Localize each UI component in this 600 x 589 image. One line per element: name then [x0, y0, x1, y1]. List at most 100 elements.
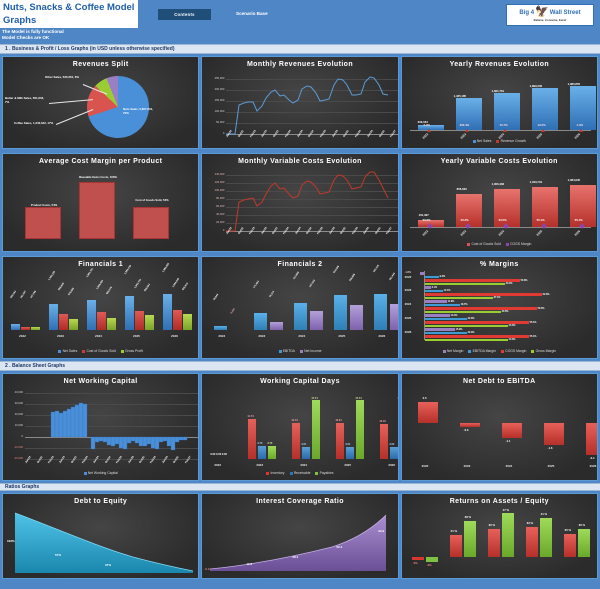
- dl-pm-ebitda-2023: 12.1%: [443, 289, 451, 292]
- dl-f1-cogs-2022: 161,397: [19, 290, 27, 299]
- dl-dte-2024: 37%: [105, 563, 112, 567]
- chart-panel-monthly-revenues[interactable]: Monthly Revenues Evolution 250,000 200,0…: [201, 56, 399, 149]
- dl-f2-ebitda-2024: 312,889: [292, 271, 301, 280]
- chart-panel-monthly-variable-costs[interactable]: Monthly Variable Costs Evolution 140,000…: [201, 153, 399, 252]
- chart-title-net-working-capital: Net Working Capital: [63, 378, 138, 385]
- bar-f1-gp-2023: [69, 319, 78, 330]
- chart-panel-net-working-capital[interactable]: Net Working Capital 40,000 30,000 20,000…: [2, 373, 200, 481]
- xtick-yvc-2024: 2024: [497, 229, 505, 237]
- chart-panel-net-debt-to-ebitda[interactable]: Net Debt to EBITDA 2.5 -0.3 -1.1 -1.6 -2…: [400, 373, 598, 481]
- dl-wcd-pay-2026: 17.72: [397, 397, 398, 400]
- bar-wcd-pay-2024: [312, 400, 321, 459]
- plot-monthly-variable-costs: 140,000 120,000 100,000 80,000 60,000 40…: [202, 165, 398, 247]
- chart-panel-pct-margins[interactable]: % Margins 2022 -1.8% 9.3% 50.6% 43.4% 20…: [400, 256, 598, 359]
- ytick-nwc-20k: 20,000: [14, 413, 23, 416]
- ytick-mvc-1: 20,000: [216, 221, 225, 224]
- bar-pm-gross-2024: [424, 310, 501, 314]
- bar-f2-ebitda-2023: [254, 313, 268, 330]
- chart-title-working-capital-days: Working Capital Days: [260, 378, 340, 385]
- dl-wcd-2022-all: 0.00 0.00 0.00: [210, 453, 227, 456]
- dl-wcd-inv-2026: 10.40: [379, 420, 386, 423]
- pie-label-coffee: Coffee Sales, 1,340,642, 17%: [14, 121, 54, 125]
- dl-roa-2022: -2%: [412, 561, 418, 565]
- xtick-f2-2025: 2025: [338, 334, 346, 338]
- marker-growth-2026: [578, 129, 583, 132]
- dl-f1-gp-2025: 855,502: [143, 283, 151, 292]
- xtick-f1-2026: 2026: [171, 334, 178, 338]
- bar-pm-gross-2026: [424, 338, 508, 342]
- contents-button[interactable]: Contents: [158, 9, 211, 20]
- chart-title-debt-to-equity: Debt to Equity: [74, 498, 128, 505]
- legend-item-cogs-margin-pm: COGS Margin: [500, 349, 526, 353]
- datalabel-yvc-2026: 1,084,945: [567, 178, 581, 182]
- logo-right-text: Wall Street: [549, 9, 581, 16]
- dl-icr-2024: 28.4: [292, 555, 299, 559]
- bar-nde-2025: [543, 423, 564, 445]
- datalabel-yr-2026: 1,980,855: [567, 82, 581, 86]
- pie-label-nuts: Nuts Sales, 5,607,001, 70%: [123, 107, 154, 115]
- bar-yr-2024: [493, 93, 520, 130]
- dl-wcd-rec-2023: 3.70: [257, 442, 263, 445]
- bar-pm-net-2024: [424, 300, 447, 303]
- bar-yvc-2024: [493, 189, 520, 227]
- ytick-pm-2022: 2022: [404, 275, 412, 279]
- chart-panel-financials-2[interactable]: Financials 2 28,644 -5,669 171,902 44,11…: [201, 256, 399, 359]
- cogsmargin-2025: 55.1%: [536, 218, 545, 222]
- chart-panel-working-capital-days[interactable]: Working Capital Days 0.00 0.00 0.00 11.7…: [201, 373, 399, 481]
- logo-left-text: Big 4: [519, 9, 535, 16]
- bar-roe-2023: [463, 521, 476, 557]
- bar-yr-2022: [417, 125, 444, 130]
- dl-wcd-rec-2026: 3.62: [389, 443, 395, 446]
- bar-f2-ebitda-2022: [214, 326, 228, 330]
- bar-f1-cogs-2025: [135, 311, 144, 330]
- dl-f2-ebitda-2022: 28,644: [212, 293, 220, 301]
- area-series-interest-coverage: [210, 514, 387, 571]
- bar-pm-net-2026: [424, 328, 455, 331]
- page-title: Nuts, Snacks & Coffee Model: [3, 2, 135, 13]
- chart-title-pct-margins: % Margins: [480, 261, 519, 268]
- dl-roa-2026: 25 %: [564, 528, 572, 532]
- bar-product-costs: [25, 207, 61, 239]
- chart-panel-interest-coverage-ratio[interactable]: Interest Coverage Ratio -0.9 12.8 28.4 5…: [201, 493, 399, 579]
- bar-pm-net-2023: [424, 286, 431, 289]
- plot-yearly-variable-costs: 161,397 856,630 1,006,483 1,043,734 1,08…: [402, 165, 597, 247]
- datalabel-yvc-2025: 1,043,734: [529, 180, 543, 184]
- ytick-mvc-5: 100,000: [214, 189, 225, 192]
- bar-f2-ni-2024: [310, 311, 324, 330]
- dl-pm-ebitda-2024: 18.7%: [460, 303, 468, 306]
- model-note-line-2: Model Checks are OK: [2, 35, 50, 40]
- plot-net-debt-to-ebitda: 2.5 -0.3 -1.1 -1.6 -2.4 2022 2023 2024 2…: [402, 385, 597, 476]
- chart-panel-debt-to-equity[interactable]: Debt to Equity 102% 57% 37%: [2, 493, 200, 579]
- dl-nde-2025: -1.6: [547, 446, 553, 450]
- bar-pm-ebitda-2024: [424, 303, 460, 307]
- chart-panel-financials-1[interactable]: Financials 1 309,163 161,397 147,766 1,4…: [2, 256, 200, 359]
- dl-f2-ni-2022: -5,669: [229, 307, 237, 315]
- chart-panel-yearly-revenues[interactable]: Yearly Revenues Evolution 309,163 1,435,…: [400, 56, 598, 149]
- section-header-balance: 2 . Balance Sheet Graphs: [0, 361, 600, 371]
- chart-panel-revenues-split[interactable]: Revenues Split Nuts Sales, 5,607,001, 70…: [2, 56, 200, 149]
- bar-roa-2024: [487, 529, 500, 557]
- bar-roa-2022: [411, 557, 424, 560]
- section-header-ratios: Ratios Graphs: [0, 483, 600, 491]
- bar-wcd-rec-2023: [258, 446, 267, 459]
- company-logo: Big 4 🦅 Wall Street Believe, Conceive, E…: [506, 4, 594, 26]
- bar-f1-ns-2022: [11, 324, 20, 330]
- marker-growth-2022: [426, 129, 431, 132]
- plot-financials-2: 28,644 -5,669 171,902 44,114 312,889 197…: [202, 264, 398, 354]
- dl-f1-cogs-2025: 1,043,734: [133, 278, 143, 289]
- bar-wcd-rec-2024: [302, 447, 311, 459]
- dl-f2-ni-2025: 256,886: [348, 273, 357, 282]
- chart-row-2: Average Cost Margin per Product Product …: [0, 151, 600, 254]
- chart-panel-avg-cost-margin[interactable]: Average Cost Margin per Product Product …: [2, 153, 200, 252]
- bar-f2-ebitda-2024: [294, 303, 308, 330]
- dl-f2-ni-2026: 351,944: [388, 272, 397, 281]
- ytick-nwc-0: 0: [21, 435, 24, 438]
- xtick-yvc-2022: 2022: [421, 229, 429, 237]
- chart-panel-returns-on-assets-equity[interactable]: Returns on Assets / Equity -2% -9% 21 % …: [400, 493, 598, 579]
- chart-panel-yearly-variable-costs[interactable]: Yearly Variable Costs Evolution 161,397 …: [400, 153, 598, 252]
- dl-wcd-rec-2024: 3.61: [301, 443, 307, 446]
- ytick-mr-4: 200,000: [214, 88, 225, 91]
- xaxis-monthly-variable-costs: Jun/22 Oct/22 Feb/23 Jun/23 Oct/23 Feb/2…: [225, 226, 393, 235]
- xtick-nde-2026: 2026: [589, 464, 597, 468]
